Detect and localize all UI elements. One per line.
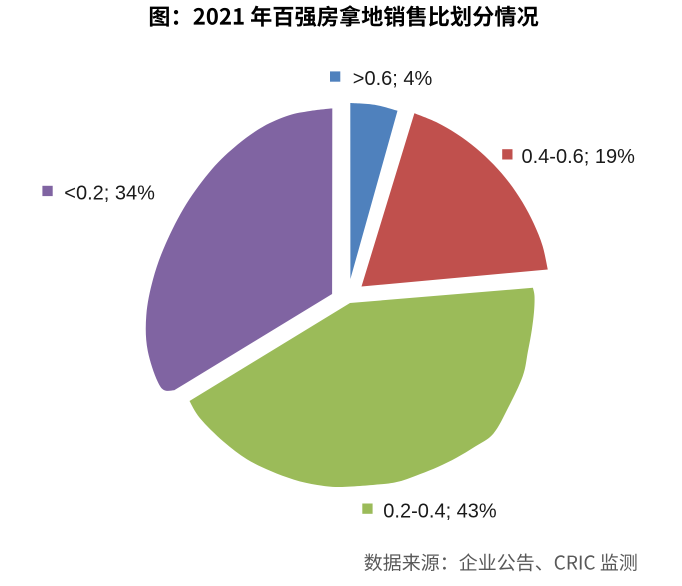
svg-text:0.4-0.6; 19%: 0.4-0.6; 19% — [522, 146, 636, 168]
svg-text:<0.2; 34%: <0.2; 34% — [64, 183, 155, 205]
svg-text:>0.6; 4%: >0.6; 4% — [353, 68, 433, 90]
svg-text:0.2-0.4; 43%: 0.2-0.4; 43% — [383, 500, 497, 522]
